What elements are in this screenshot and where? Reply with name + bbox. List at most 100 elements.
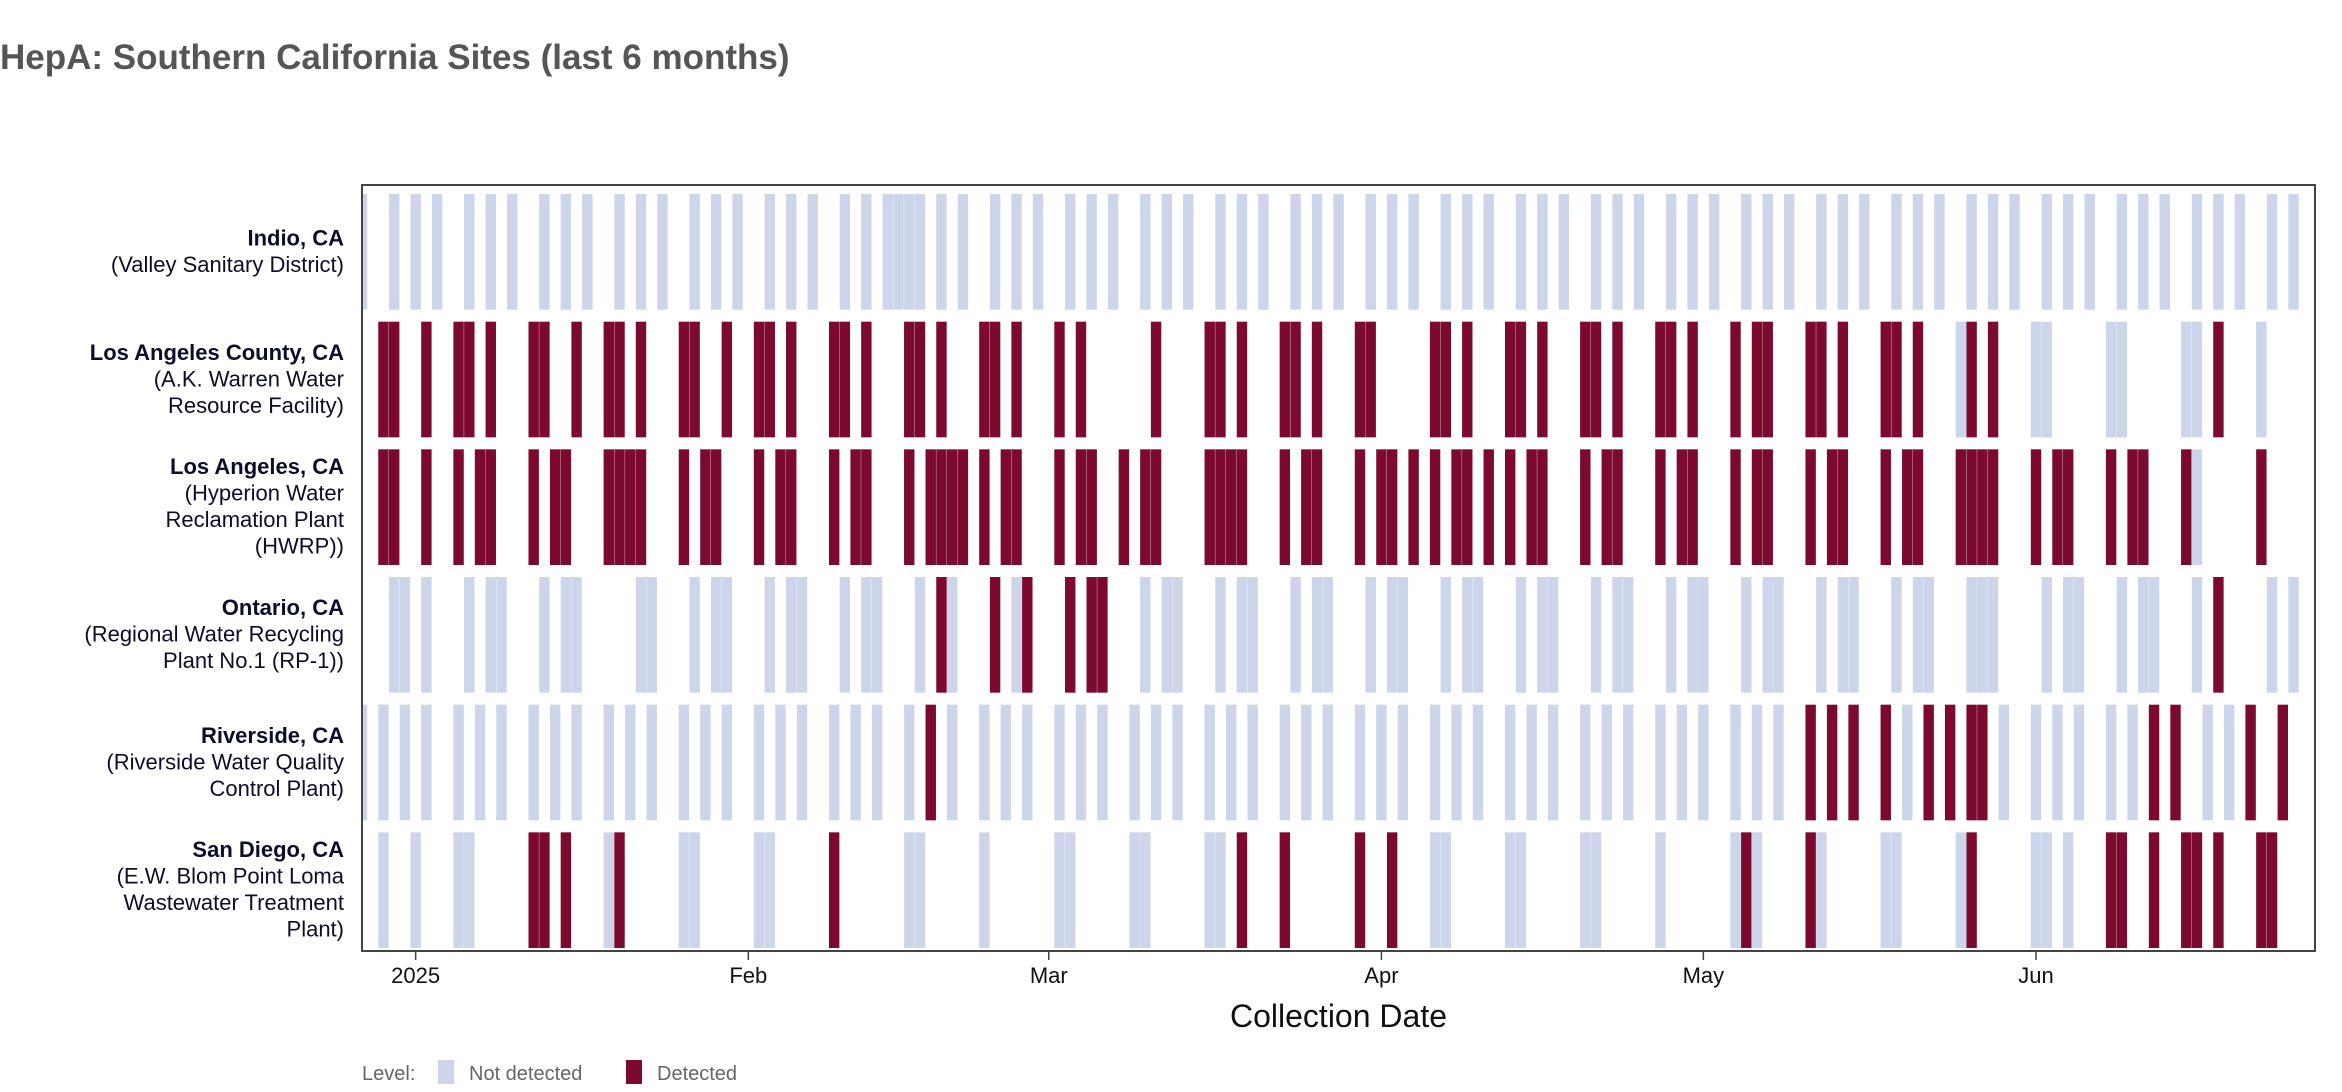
detected-cell	[1902, 449, 1913, 565]
not-detected-cell	[635, 577, 647, 693]
not-detected-cell	[1408, 194, 1419, 310]
detected-cell	[1612, 321, 1623, 438]
detected-cell	[1279, 449, 1291, 565]
not-detected-cell	[603, 832, 615, 948]
detected-cell	[1236, 321, 1248, 438]
row-label-facility: (Riverside Water Quality	[106, 749, 344, 774]
not-detected-cell	[689, 577, 700, 693]
not-detected-cell	[2105, 704, 2117, 821]
not-detected-cell	[1762, 577, 1773, 693]
detected-cell	[1805, 321, 1816, 438]
not-detected-cell	[1708, 194, 1720, 310]
not-detected-cell	[410, 194, 421, 310]
detected-cell	[571, 321, 582, 438]
not-detected-cell	[496, 704, 507, 821]
not-detected-cell	[1204, 704, 1215, 821]
not-detected-cell	[1526, 704, 1537, 821]
not-detected-cell	[2030, 704, 2042, 821]
not-detected-cell	[603, 704, 615, 821]
not-detected-cell	[1730, 704, 1741, 821]
not-detected-cell	[764, 194, 775, 310]
not-detected-cell	[786, 194, 797, 310]
not-detected-cell	[1322, 577, 1333, 693]
not-detected-cell	[539, 577, 550, 693]
not-detected-cell	[1730, 832, 1741, 948]
not-detected-cell	[2138, 194, 2149, 310]
not-detected-cell	[1215, 577, 1226, 693]
not-detected-cell	[1891, 832, 1902, 948]
row-label-facility: Plant)	[287, 917, 344, 942]
not-detected-cell	[1773, 704, 1784, 821]
detected-cell	[635, 321, 647, 438]
not-detected-cell	[657, 194, 668, 310]
not-detected-cell	[721, 577, 733, 693]
detected-cell	[1054, 449, 1065, 565]
detected-cell	[1590, 321, 1602, 438]
not-detected-cell	[2191, 577, 2203, 693]
not-detected-cell	[549, 704, 561, 821]
not-detected-cell	[399, 704, 411, 821]
row-label-facility: Wastewater Treatment	[124, 890, 344, 915]
not-detected-cell	[614, 194, 625, 310]
detected-cell	[1526, 449, 1537, 565]
detected-cell	[1805, 449, 1816, 565]
not-detected-cell	[464, 577, 475, 693]
not-detected-cell	[485, 577, 496, 693]
plot-frame	[361, 184, 2316, 952]
detected-cell	[2030, 449, 2042, 565]
detected-cell	[1837, 449, 1849, 565]
detected-cell	[2191, 832, 2203, 948]
detected-cell	[1075, 321, 1087, 438]
not-detected-cell	[1462, 577, 1473, 693]
not-detected-cell	[2062, 194, 2074, 310]
legend-label-detected: Detected	[657, 1063, 737, 1085]
detected-cell	[678, 321, 690, 438]
not-detected-cell	[1515, 194, 1527, 310]
not-detected-cell	[2030, 832, 2042, 948]
detected-cell	[1290, 321, 1301, 438]
detected-cell	[1762, 321, 1773, 438]
detected-cell	[1204, 449, 1215, 565]
detected-cell	[1944, 704, 1956, 821]
row-label-facility: (Valley Sanitary District)	[111, 252, 344, 277]
detected-cell	[764, 321, 775, 438]
detected-cell	[625, 449, 636, 565]
detected-cell	[528, 449, 539, 565]
not-detected-cell	[1816, 832, 1827, 948]
not-detected-cell	[1236, 577, 1248, 693]
detected-cell	[1279, 832, 1291, 948]
detected-cell	[2116, 832, 2128, 948]
not-detected-cell	[1429, 704, 1441, 821]
not-detected-cell	[764, 832, 775, 948]
detected-cell	[1504, 449, 1516, 565]
not-detected-cell	[1311, 577, 1323, 693]
detected-cell	[1966, 321, 1977, 438]
not-detected-cell	[2073, 704, 2085, 821]
detected-cell	[1086, 577, 1097, 693]
not-detected-cell	[1773, 577, 1784, 693]
not-detected-cell	[1097, 704, 1108, 821]
detected-cell	[549, 449, 561, 565]
detected-cell	[1730, 321, 1741, 438]
detected-cell	[1977, 704, 1988, 821]
detected-cell	[1011, 449, 1022, 565]
not-detected-cell	[625, 704, 636, 821]
not-detected-cell	[1365, 194, 1376, 310]
detected-cell	[2138, 449, 2149, 565]
detected-cell	[839, 321, 851, 438]
not-detected-cell	[1698, 577, 1709, 693]
not-detected-cell	[1279, 704, 1291, 821]
not-detected-cell	[646, 704, 657, 821]
row-label-site: Los Angeles, CA	[170, 454, 344, 479]
not-detected-cell	[507, 194, 518, 310]
not-detected-cell	[1472, 577, 1484, 693]
detected-cell	[1386, 832, 1398, 948]
detected-cell	[700, 449, 711, 565]
detected-cell	[614, 449, 625, 565]
not-detected-cell	[1311, 194, 1323, 310]
not-detected-cell	[378, 832, 389, 948]
not-detected-cell	[1107, 194, 1119, 310]
not-detected-cell	[1140, 577, 1151, 693]
detected-cell	[1365, 321, 1376, 438]
detected-cell	[925, 449, 936, 565]
